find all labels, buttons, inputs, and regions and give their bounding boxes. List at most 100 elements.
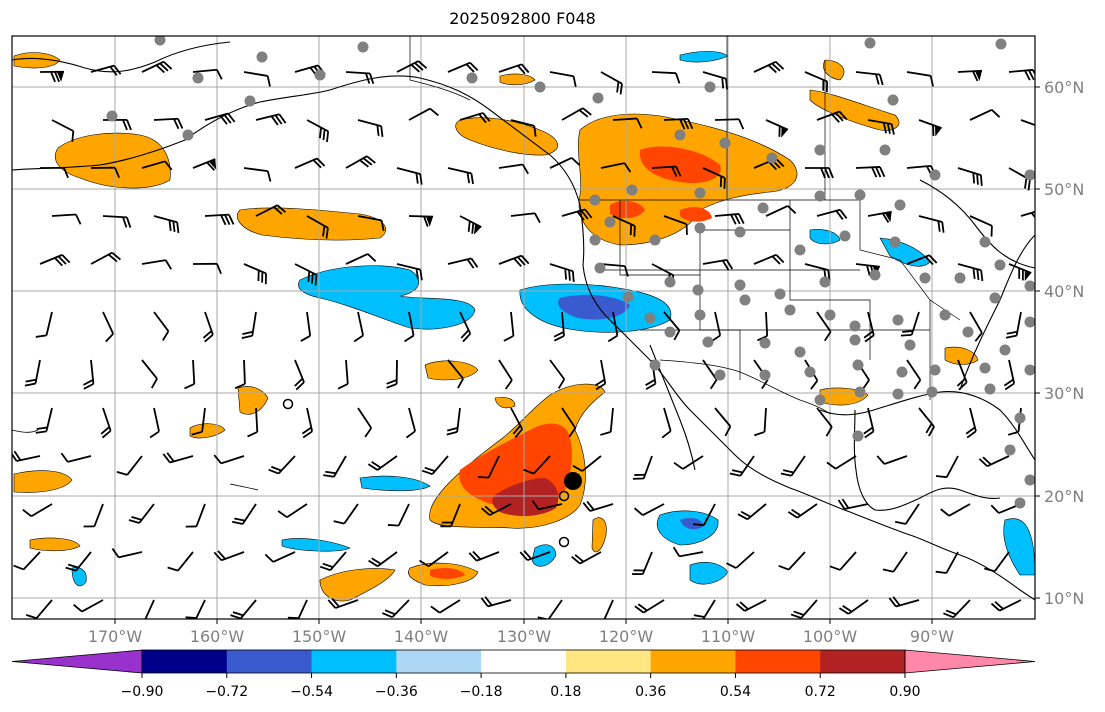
station-dot (664, 326, 676, 338)
station-dot (984, 383, 996, 395)
wind-barb (612, 117, 643, 129)
wind-barb (969, 215, 993, 237)
wind-barb (100, 407, 112, 439)
station-dot (926, 386, 938, 398)
wind-barb (333, 503, 359, 525)
wind-barb (287, 599, 308, 619)
colorbar-tick-label: −0.54 (290, 684, 333, 700)
station-dot (644, 312, 656, 324)
station-dot (1024, 169, 1035, 181)
station-dot (649, 359, 661, 371)
colorbar-tick-label: 0.18 (550, 684, 581, 700)
wind-barb (337, 359, 349, 390)
wind-barb (510, 212, 541, 224)
wind-barb (213, 454, 245, 465)
wind-barb (65, 551, 92, 572)
station-dot (757, 202, 769, 214)
wind-barb (24, 359, 41, 387)
wind-barb (633, 503, 665, 516)
station-dot (919, 272, 931, 284)
lat-tick-label: 30°N (1044, 384, 1084, 403)
wind-barb (957, 69, 983, 82)
wind-barb (571, 551, 602, 565)
wind-barb (702, 71, 728, 90)
lon-tick-label: 140°W (394, 627, 449, 646)
wind-barb (430, 599, 461, 614)
wind-barb (876, 455, 908, 465)
wind-barb (277, 503, 308, 518)
wind-barb (753, 60, 785, 74)
station-dot (589, 234, 601, 246)
wind-barb (345, 71, 375, 85)
wind-barb (863, 311, 875, 343)
wind-barb (480, 503, 512, 516)
station-dot (1014, 412, 1026, 424)
wind-barb (651, 165, 682, 177)
lon-tick-label: 160°W (190, 627, 245, 646)
wind-barb (1020, 119, 1035, 129)
wind-barb (838, 599, 869, 615)
wind-barb (51, 119, 75, 142)
wind-barb (294, 157, 326, 169)
station-dot (694, 187, 706, 199)
wind-barb (153, 215, 180, 234)
wind-barb (39, 254, 71, 267)
station-dot (692, 284, 704, 296)
wind-barb (754, 407, 767, 437)
station-dot (804, 366, 816, 378)
station-dot (999, 344, 1011, 356)
lon-tick-label: 110°W (701, 627, 756, 646)
station-dot (839, 230, 851, 242)
wind-barb (1005, 311, 1022, 339)
wind-barb (600, 162, 632, 173)
station-dot (1024, 316, 1035, 328)
wind-barb (918, 407, 935, 437)
wind-barb (327, 598, 359, 609)
wind-barb (323, 455, 347, 478)
wind-barb (204, 112, 236, 125)
wind-barb (396, 60, 428, 73)
wind-barb (306, 119, 330, 143)
station-dot (894, 199, 906, 211)
wind-barb (753, 253, 785, 265)
wind-barb (386, 359, 398, 389)
wind-barb (468, 550, 500, 562)
wind-barb (503, 311, 515, 342)
station-dot (994, 259, 1006, 271)
station-dot (534, 81, 546, 93)
station-dot (794, 244, 806, 256)
colorbar-segment (650, 650, 736, 673)
wind-barb (90, 64, 122, 76)
colorbar: −0.90 −0.72 −0.54 −0.36 −0.18 0.18 0.36 0.54 0.7… (11, 649, 1036, 700)
station-dot (814, 394, 826, 406)
wind-barb (935, 551, 959, 574)
wind-barb (128, 503, 155, 524)
wind-barb (816, 110, 848, 123)
colorbar-segment (820, 650, 906, 673)
wind-barb (243, 167, 272, 182)
station-dot (849, 320, 861, 332)
wind-barb (447, 257, 479, 269)
wind-barb (185, 503, 206, 528)
wind-barb (957, 167, 983, 186)
wind-barb (111, 548, 143, 559)
wind-barb (60, 452, 92, 463)
wind-barb (368, 551, 398, 568)
wind-barb (39, 70, 65, 83)
colorbar-tick-label: −0.18 (460, 684, 503, 700)
station-dot (854, 386, 866, 398)
wind-barb (702, 359, 718, 390)
wind-barb (906, 71, 934, 87)
wind-barb (607, 311, 619, 343)
wind-barb (863, 407, 875, 439)
wind-barb (396, 167, 423, 185)
wind-barb (459, 215, 482, 235)
station-dot (734, 279, 746, 291)
wind-barb (162, 452, 194, 464)
wind-barb (829, 551, 857, 571)
wind-barb (553, 311, 565, 342)
wind-barb (523, 455, 551, 475)
colorbar-segment (311, 650, 397, 673)
station-dot (784, 304, 796, 316)
